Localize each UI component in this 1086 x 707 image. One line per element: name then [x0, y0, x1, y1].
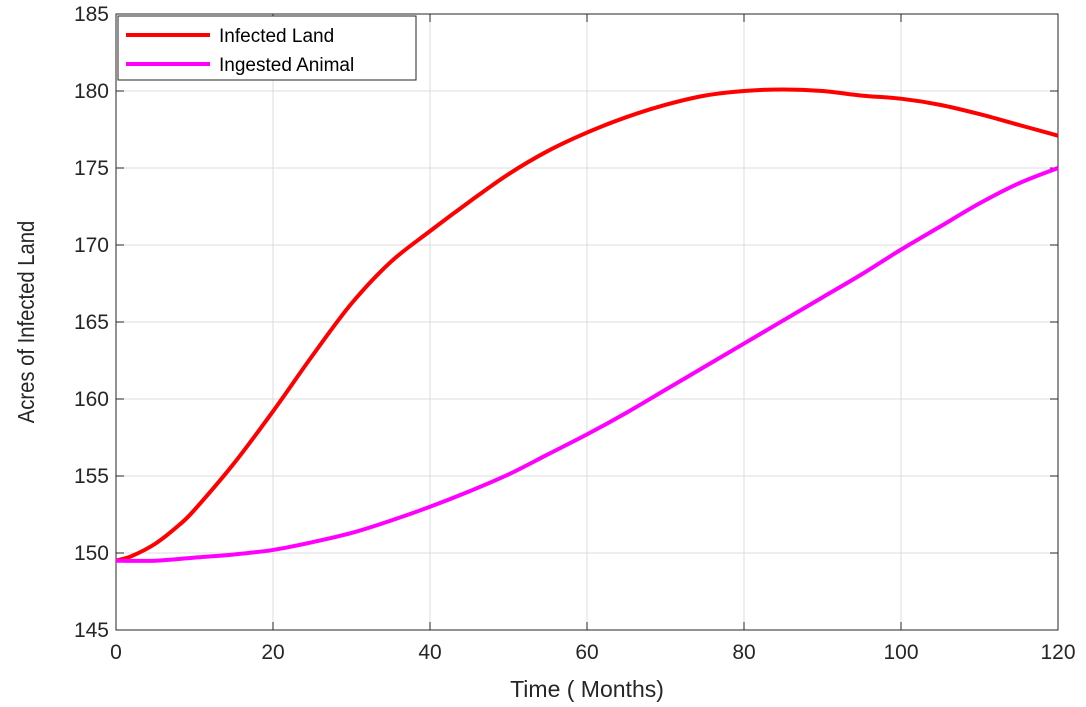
y-tick-label: 145 — [74, 619, 109, 642]
y-tick-label: 185 — [74, 3, 109, 26]
x-tick-label: 20 — [261, 641, 284, 664]
y-tick-label: 150 — [74, 542, 109, 565]
y-tick-label: 170 — [74, 234, 109, 257]
y-tick-label: 160 — [74, 388, 109, 411]
y-tick-label: 175 — [74, 157, 109, 180]
x-tick-label: 120 — [1040, 641, 1075, 664]
x-tick-label: 0 — [110, 641, 122, 664]
series-line-ingested-animal — [115, 166, 1059, 563]
y-tick-label: 180 — [74, 80, 109, 103]
y-tick-label: 165 — [74, 311, 109, 334]
legend-label: Ingested Animal — [219, 55, 354, 76]
x-axis-title: Time ( Months) — [510, 676, 664, 702]
x-tick-label: 80 — [732, 641, 755, 664]
axes: 0 20 40 60 80 100 120 145 150 155 160 165 170 175 180 1… — [74, 3, 1076, 664]
legend: Infected Land Ingested Animal — [117, 15, 417, 81]
legend-label: Infected Land — [219, 26, 334, 47]
series-lines — [115, 87, 1059, 563]
x-tick-label: 100 — [883, 641, 918, 664]
grid — [116, 14, 1058, 630]
x-tick-label: 60 — [575, 641, 598, 664]
legend-box — [117, 15, 417, 81]
y-tick-label: 155 — [74, 465, 109, 488]
x-tick-label: 40 — [418, 641, 441, 664]
y-axis-title: Acres of Infected Land — [13, 221, 40, 423]
series-line-infected-land — [115, 87, 1059, 563]
